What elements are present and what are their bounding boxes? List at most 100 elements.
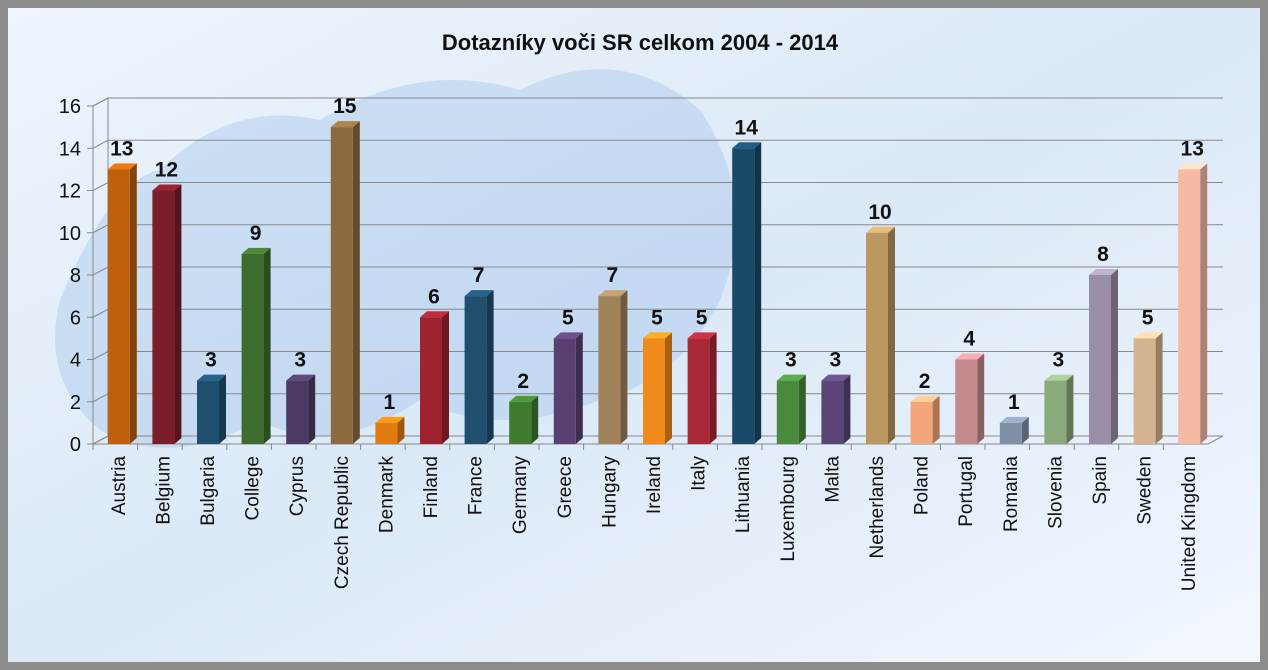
bar-top [241,247,271,254]
bar-top [464,290,494,297]
bar-top [286,374,316,381]
x-tick-label: Italy [689,456,710,491]
bar-side [263,247,271,444]
bar [1178,169,1201,444]
bar-side [575,332,583,444]
bar-side [932,395,940,444]
x-tick-label: Cyprus [287,456,308,516]
bar-top [1044,374,1074,381]
bar-top [910,395,940,402]
bar-top [732,142,762,149]
x-tick-label: Ireland [644,456,665,514]
bar-top [776,374,806,381]
y-tick-label: 12 [59,181,81,203]
x-tick-label: Czech Republic [332,456,353,589]
bar-side [308,374,316,444]
data-label: 6 [428,285,440,308]
x-tick-label: France [466,456,487,515]
x-tick-label: Finland [421,456,442,518]
bar-side [352,121,360,444]
x-tick-label: Sweden [1135,456,1156,525]
y-tick-label: 4 [70,350,81,372]
x-tick-label: Portugal [956,456,977,527]
bar [643,338,665,444]
y-tick-label: 0 [70,434,81,456]
x-tick-label: Bulgaria [198,456,219,526]
x-tick-label: Malta [822,456,843,503]
bar [776,380,799,444]
bar [553,338,576,444]
bar-side [397,416,405,444]
bar [197,380,219,444]
bar [1133,338,1156,444]
bar-side [442,311,449,444]
bar [420,317,442,444]
x-tick-label: United Kingdom [1179,456,1200,591]
data-label: 14 [735,116,759,139]
bar [1089,275,1111,444]
data-label: 5 [696,306,708,329]
bar-side [665,332,672,444]
bar-top [643,332,672,339]
data-label: 13 [110,137,133,160]
data-label: 5 [651,306,663,329]
bar [732,148,755,444]
data-label: 1 [1008,391,1020,414]
x-tick-label: Lithuania [733,456,754,534]
bar [152,190,175,444]
data-label: 12 [155,159,178,182]
bar [286,380,309,444]
x-tick-label: Denmark [376,456,397,534]
bar-side [888,226,895,444]
bar-side [620,290,628,444]
bar [866,232,888,444]
x-tick-label: Netherlands [867,456,888,558]
y-tick-label: 6 [70,307,81,329]
x-tick-label: Spain [1090,456,1111,505]
bar-top [1089,269,1118,275]
data-label: 1 [384,391,396,414]
bar-top [1178,163,1208,170]
bar-top [152,184,182,191]
bar [999,422,1022,444]
bar-top [509,395,539,402]
bar-side [977,353,985,444]
bar-top [330,121,360,128]
bar-top [1133,332,1163,339]
bar-side [531,395,539,444]
bar-side [1200,163,1208,444]
bar-side [486,290,494,444]
data-label: 3 [830,349,842,372]
bar [687,338,710,444]
grid-line [92,97,1223,107]
background [8,8,1260,662]
bar [598,296,621,444]
bar [821,380,844,444]
x-tick-label: Austria [109,456,130,516]
grid-line [92,139,1223,149]
bar-top [107,163,137,170]
y-tick-label: 16 [59,96,81,118]
bar-side [1155,332,1163,444]
x-tick-label: Greece [555,456,576,518]
bar-top [420,311,449,318]
bar-top [598,290,628,297]
bar-top [821,374,851,381]
bar [464,296,487,444]
bar-side [219,374,226,444]
chart-title: Dotazníky voči SR celkom 2004 - 2014 [442,30,839,55]
bar-side [1021,416,1029,444]
bar [241,253,264,444]
x-tick-label: Poland [912,456,933,515]
bar-top [687,332,717,339]
data-label: 10 [868,201,891,224]
bar-side [129,163,137,444]
bar-top [866,226,895,233]
data-label: 13 [1181,137,1204,160]
bar [1044,380,1067,444]
bar [330,127,353,444]
bar [107,169,130,444]
y-tick-label: 14 [59,138,81,160]
